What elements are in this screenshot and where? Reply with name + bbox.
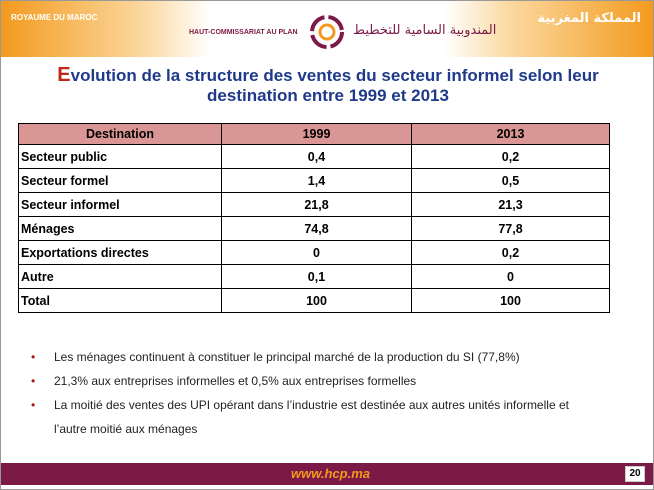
table-cell: 1,4 (221, 168, 412, 193)
table-cell: 21,8 (221, 192, 412, 217)
table-cell: Autre (18, 264, 222, 289)
header: ROYAUME DU MAROC HAUT-COMMISSARIAT AU PL… (1, 1, 653, 57)
table-cell: Secteur formel (18, 168, 222, 193)
table-cell: 100 (411, 288, 610, 313)
table-row: Secteur public 0,4 0,2 (18, 144, 610, 169)
table-cell: 0,5 (411, 168, 610, 193)
bullet: Les ménages continuent à constituer le p… (29, 345, 599, 369)
table-row: Secteur informel 21,8 21,3 (18, 192, 610, 217)
header-right: المملكة المغربية (537, 11, 641, 26)
table-cell: Ménages (18, 216, 222, 241)
table-cell: 21,3 (411, 192, 610, 217)
table-cell: 0 (411, 264, 610, 289)
bullets: Les ménages continuent à constituer le p… (29, 345, 599, 441)
header-left: ROYAUME DU MAROC (11, 13, 98, 22)
bullet: 21,3% aux entreprises informelles et 0,5… (29, 369, 599, 393)
table-row: Exportations directes 0 0,2 (18, 240, 610, 265)
table-cell: Secteur public (18, 144, 222, 169)
table-cell: 74,8 (221, 216, 412, 241)
table-cell: Secteur informel (18, 192, 222, 217)
column-header: 1999 (221, 123, 412, 145)
header-center-ar: المندوبية السامية للتخطيط (353, 23, 497, 38)
table-cell: Exportations directes (18, 240, 222, 265)
table-cell: 100 (221, 288, 412, 313)
table-cell: 0 (221, 240, 412, 265)
table-cell: 0,4 (221, 144, 412, 169)
table-cell: 0,2 (411, 240, 610, 265)
table-row: Secteur formel 1,4 0,5 (18, 168, 610, 193)
header-row: Destination 1999 2013 (18, 123, 610, 145)
table-cell: Total (18, 288, 222, 313)
column-header: Destination (18, 123, 222, 145)
footer: www.hcp.ma 20 (1, 463, 653, 485)
title: Evolution de la structure des ventes du … (57, 64, 599, 105)
table: Destination 1999 2013 Secteur public 0,4 0,2 S… (18, 123, 610, 313)
table-row: Total 100 100 (18, 288, 610, 313)
footer-url: www.hcp.ma (291, 466, 370, 481)
header-center: HAUT-COMMISSARIAT AU PLAN (189, 29, 298, 36)
page-number: 20 (625, 466, 645, 482)
table-row: Autre 0,1 0 (18, 264, 610, 289)
logo (310, 15, 344, 49)
table-cell: 0,2 (411, 144, 610, 169)
bullet: La moitié des ventes des UPI opérant dan… (29, 393, 599, 441)
column-header: 2013 (411, 123, 610, 145)
table-row: Ménages 74,8 77,8 (18, 216, 610, 241)
table-cell: 77,8 (411, 216, 610, 241)
table-cell: 0,1 (221, 264, 412, 289)
